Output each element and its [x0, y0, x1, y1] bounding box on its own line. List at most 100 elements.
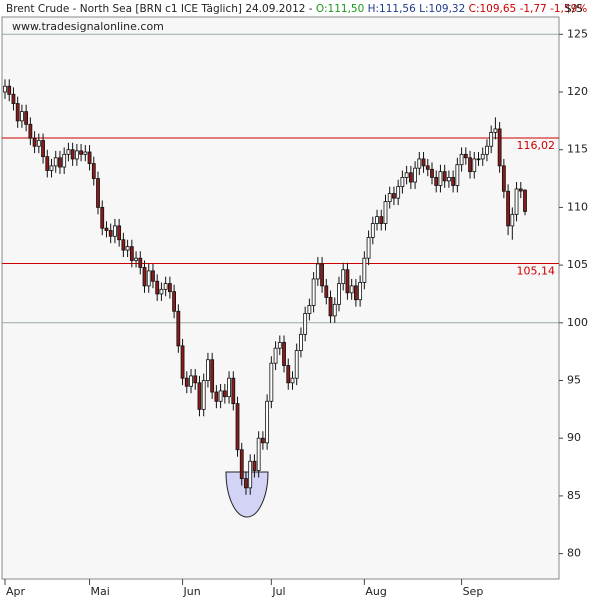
- candle-body: [100, 207, 105, 229]
- candle-body: [392, 193, 396, 199]
- y-tick-label: 85: [567, 489, 581, 502]
- candle-body: [425, 165, 430, 170]
- candle-body: [307, 305, 312, 314]
- candle-body: [493, 128, 498, 133]
- candle-body: [32, 137, 37, 147]
- highlight-shape: [225, 471, 269, 518]
- candle-body: [404, 172, 409, 178]
- candle-body: [442, 171, 447, 182]
- candle-body: [239, 449, 244, 480]
- candle-body: [142, 267, 147, 287]
- y-tick-label: 100: [567, 316, 588, 329]
- candle-body: [129, 246, 134, 261]
- candle-body: [53, 157, 58, 167]
- candle-body: [113, 225, 117, 237]
- candle-body: [58, 157, 62, 168]
- candle-body: [189, 375, 193, 387]
- candle-body: [489, 132, 494, 147]
- candle-body: [201, 380, 206, 410]
- candle-body: [451, 177, 456, 186]
- candle-body: [417, 158, 422, 169]
- horizontal-line-label: 105,14: [517, 264, 556, 277]
- y-tick-label: 110: [567, 200, 588, 213]
- header: Brent Crude - North Sea [BRN c1 ICE Tägl…: [6, 3, 587, 15]
- candle-body: [184, 377, 189, 387]
- candle-body: [408, 172, 413, 183]
- candle-body: [206, 359, 210, 381]
- candle-body: [3, 85, 7, 93]
- candle-body: [167, 283, 172, 293]
- candle-body: [125, 246, 130, 251]
- candle-body: [387, 193, 392, 203]
- candle-body: [62, 153, 67, 168]
- watermark: www.tradesignalonline.com: [12, 20, 164, 33]
- candle-body: [506, 190, 510, 227]
- x-tick-label: Jun: [183, 585, 201, 598]
- candle-body: [7, 85, 12, 95]
- candle-body: [79, 150, 83, 155]
- candle-body: [349, 285, 354, 294]
- chart-title: Brent Crude - North Sea [BRN c1 ICE Tägl…: [6, 3, 313, 15]
- candle-body: [523, 189, 527, 212]
- candle-body: [265, 400, 270, 444]
- y-tick-label: 115: [567, 143, 588, 156]
- candle-body: [476, 158, 481, 161]
- candle-body: [438, 171, 443, 186]
- candle-body: [172, 291, 177, 312]
- candle-body: [117, 225, 122, 241]
- candle-body: [485, 145, 489, 155]
- candle-body: [459, 153, 464, 166]
- candle-body: [400, 177, 405, 188]
- candle-body: [290, 377, 295, 384]
- candle-body: [193, 375, 198, 384]
- candle-body: [15, 103, 20, 122]
- x-tick-label: Mai: [91, 585, 110, 598]
- y-tick-label: 125: [567, 27, 588, 40]
- candle-body: [159, 288, 164, 295]
- candle-body: [41, 140, 45, 158]
- candle-body: [218, 390, 223, 402]
- candle-body: [447, 177, 451, 182]
- candle-body: [311, 278, 316, 306]
- candle-body: [176, 310, 181, 347]
- candle-body: [74, 150, 79, 160]
- candle-body: [286, 365, 291, 384]
- candle-body: [421, 158, 426, 167]
- open-label: O:111,50: [316, 3, 364, 15]
- candle-body: [514, 188, 519, 215]
- candle-body: [11, 93, 16, 104]
- candle-body: [299, 333, 303, 351]
- candle-body: [497, 128, 502, 167]
- candle-body: [383, 201, 388, 224]
- low-label: L:109,32: [419, 3, 465, 15]
- candle-body: [324, 285, 329, 298]
- candle-body: [248, 460, 253, 489]
- candle-body: [358, 282, 363, 301]
- candle-body: [413, 167, 417, 183]
- close-label: C:109,65 -1,77 -1,59%: [469, 3, 588, 15]
- candle-body: [197, 382, 202, 410]
- candle-body: [180, 345, 185, 379]
- candle-body: [345, 269, 350, 294]
- candle-body: [480, 153, 485, 160]
- candle-body: [252, 460, 257, 471]
- candle-body: [91, 163, 96, 179]
- candle-body: [163, 283, 168, 290]
- candle-body: [45, 156, 50, 171]
- candle-body: [146, 270, 151, 287]
- candle-body: [341, 269, 346, 284]
- candle-body: [83, 151, 88, 155]
- y-tick-label: 105: [567, 258, 588, 271]
- candle-body: [353, 285, 358, 301]
- candle-body: [294, 350, 299, 379]
- candle-body: [277, 342, 282, 349]
- x-tick-label: Jul: [271, 585, 285, 598]
- candle-body: [104, 227, 109, 231]
- candle-body: [332, 303, 337, 317]
- candle-body: [362, 257, 367, 283]
- high-label: H:111,56: [368, 3, 416, 15]
- candle-body: [501, 165, 506, 192]
- candle-body: [235, 403, 240, 451]
- candle-body: [155, 280, 160, 295]
